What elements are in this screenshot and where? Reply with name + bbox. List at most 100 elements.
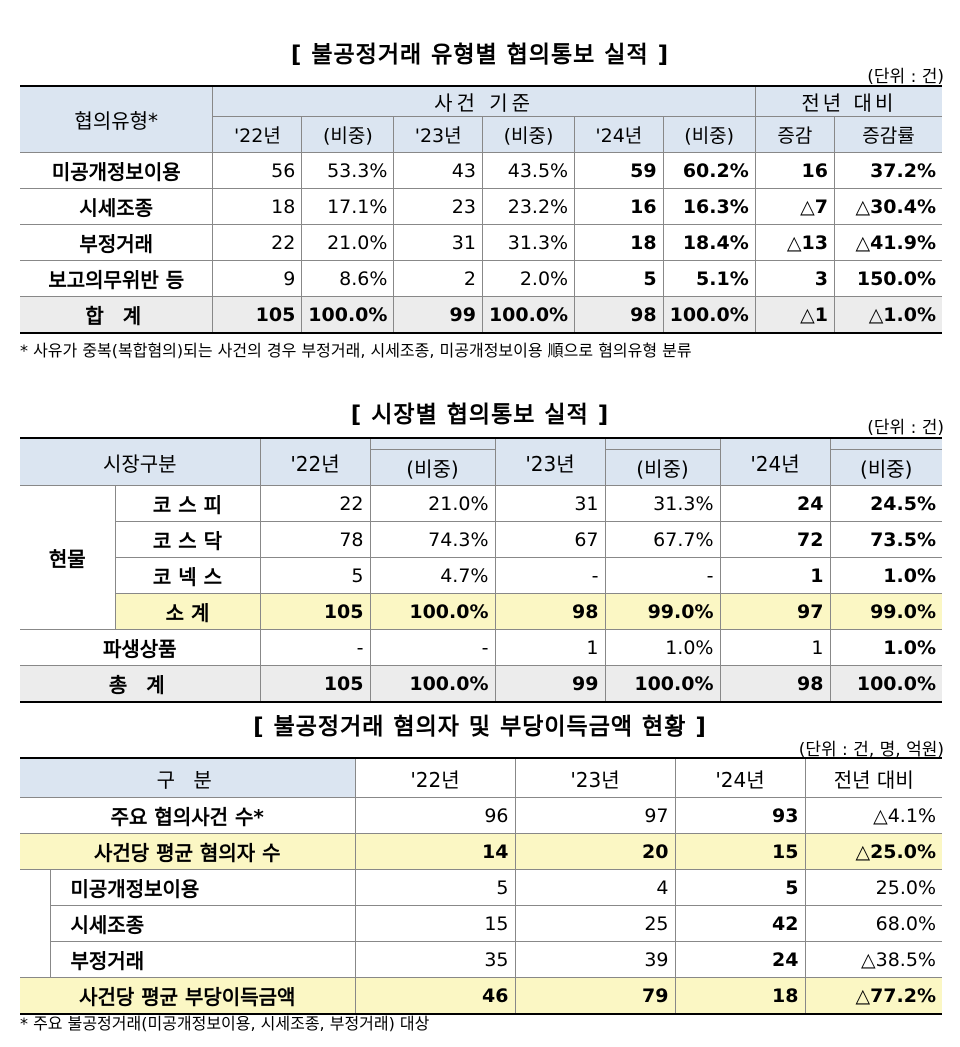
table-row: 사건당 평균 혐의자 수 14 20 15 △25.0% <box>20 833 942 870</box>
cell: 18 <box>574 224 664 261</box>
header-23: '23년 <box>393 116 483 153</box>
suspect-table: 구 분 '22년 '23년 '24년 전년 대비 주요 협의사건 수* 96 9… <box>20 757 942 1015</box>
header-yoy: 전년 대비 <box>804 757 942 798</box>
header-ratio-23: (비중) <box>604 449 721 486</box>
cell: 22 <box>212 224 303 261</box>
cell: 93 <box>674 797 806 834</box>
header-change: 증감 <box>754 116 835 153</box>
row-label: 부정거래 <box>20 224 214 261</box>
table-row: 보고의무위반 등 9 8.6% 2 2.0% 5 5.1% 3 150.0% <box>20 260 942 297</box>
cell: △38.5% <box>804 941 942 978</box>
cell: 18 <box>674 977 806 1015</box>
spot-label: 현물 <box>20 485 116 630</box>
row-label: 주요 협의사건 수* <box>20 797 356 834</box>
header-ratio-22: (비중) <box>369 449 496 486</box>
row-label: 보고의무위반 등 <box>20 260 214 297</box>
cell: 42 <box>674 905 806 942</box>
row-label: 코 스 피 <box>114 485 261 522</box>
table1-footnote: * 사유가 중복(복합혐의)되는 사건의 경우 부정거래, 시세조종, 미공개정… <box>20 341 692 360</box>
cell: 9 <box>212 260 303 297</box>
cell: 1.0% <box>604 629 721 666</box>
header-ratio-24: (비중) <box>829 449 942 486</box>
cell: 98 <box>719 665 831 703</box>
cell: 31 <box>494 485 606 522</box>
cell: 100.0% <box>604 665 721 703</box>
cell: 60.2% <box>662 152 756 189</box>
row-label: 시세조종 <box>20 188 214 225</box>
cell: 21.0% <box>369 485 496 522</box>
cell: 78 <box>259 521 371 558</box>
cell: 5 <box>259 557 371 594</box>
cell: △4.1% <box>804 797 942 834</box>
cell: 21.0% <box>301 224 395 261</box>
header-change-rate: 증감률 <box>833 116 942 153</box>
cell: 1 <box>719 557 831 594</box>
cell: 5 <box>574 260 664 297</box>
cell: 15 <box>674 833 806 870</box>
table-row: 부정거래 35 39 24 △38.5% <box>20 941 942 978</box>
table-row: 미공개정보이용 56 53.3% 43 43.5% 59 60.2% 16 37… <box>20 152 942 189</box>
cell: △7 <box>754 188 835 225</box>
cell: 18.4% <box>662 224 756 261</box>
cell: 43.5% <box>481 152 576 189</box>
cell: 25.0% <box>804 869 942 906</box>
header-24: '24년 <box>574 116 664 153</box>
cell: 56 <box>212 152 303 189</box>
cell: 105 <box>259 665 371 703</box>
table-row: 주요 협의사건 수* 96 97 93 △4.1% <box>20 797 942 834</box>
cell: 46 <box>354 977 516 1015</box>
header-23: '23년 <box>514 757 676 798</box>
cell: 72 <box>719 521 831 558</box>
row-label: 합 계 <box>20 296 214 334</box>
cell: 100.0% <box>369 593 496 630</box>
cell: 99.0% <box>604 593 721 630</box>
cell: 98 <box>574 296 664 334</box>
cell: △41.9% <box>833 224 942 261</box>
cell: 20 <box>514 833 676 870</box>
table1-unit: (단위 : 건) <box>867 67 944 87</box>
row-label: 사건당 평균 혐의자 수 <box>20 833 356 870</box>
row-label: 사건당 평균 부당이득금액 <box>20 977 356 1015</box>
table3-footnote: * 주요 불공정거래(미공개정보이용, 시세조종, 부정거래) 대상 <box>20 1014 430 1033</box>
cell: 14 <box>354 833 516 870</box>
total-row: 총 계 105 100.0% 99 100.0% 98 100.0% <box>20 665 942 703</box>
header-23: '23년 <box>494 437 606 486</box>
table-row: 파생상품 - - 1 1.0% 1 1.0% <box>20 629 942 666</box>
cell: 105 <box>259 593 371 630</box>
header-ratio-23: (비중) <box>481 116 576 153</box>
cell: 16.3% <box>662 188 756 225</box>
table-row: 사건당 평균 부당이득금액 46 79 18 △77.2% <box>20 977 942 1015</box>
header-yoy: 전년 대비 <box>754 85 942 117</box>
cell: 4.7% <box>369 557 496 594</box>
cell: 100.0% <box>369 665 496 703</box>
table2-unit: (단위 : 건) <box>867 418 944 438</box>
row-label: 코 넥 스 <box>114 557 261 594</box>
cell: 4 <box>514 869 676 906</box>
cell: 1.0% <box>829 629 942 666</box>
cell: 39 <box>514 941 676 978</box>
cell: 74.3% <box>369 521 496 558</box>
cell: 53.3% <box>301 152 395 189</box>
row-label: 미공개정보이용 <box>49 869 356 906</box>
table3-title: [ 불공정거래 혐의자 및 부당이득금액 현황 ] <box>253 714 707 740</box>
cell: 73.5% <box>829 521 942 558</box>
row-label: 시세조종 <box>49 905 356 942</box>
table-row: 현물 코 스 피 22 21.0% 31 31.3% 24 24.5% <box>20 485 942 630</box>
header-ratio-22: (비중) <box>301 116 395 153</box>
cell: 100.0% <box>301 296 395 334</box>
cell: 23.2% <box>481 188 576 225</box>
header-22: '22년 <box>259 437 371 486</box>
header-24: '24년 <box>674 757 806 798</box>
cell: 67 <box>494 521 606 558</box>
cell: 24.5% <box>829 485 942 522</box>
table2-title: [ 시장별 협의통보 실적 ] <box>350 402 610 428</box>
cell: 25 <box>514 905 676 942</box>
table1-title: [ 불공정거래 유형별 협의통보 실적 ] <box>290 42 670 68</box>
cell: 1 <box>719 629 831 666</box>
cell: 2 <box>393 260 483 297</box>
type-table: 협의유형* 사건 기준 전년 대비 '22년 (비중) '23년 (비중) '2… <box>20 85 942 334</box>
cell: 24 <box>719 485 831 522</box>
cell: 59 <box>574 152 664 189</box>
header-ratio-24: (비중) <box>662 116 756 153</box>
table-row: 시세조종 15 25 42 68.0% <box>20 905 942 942</box>
